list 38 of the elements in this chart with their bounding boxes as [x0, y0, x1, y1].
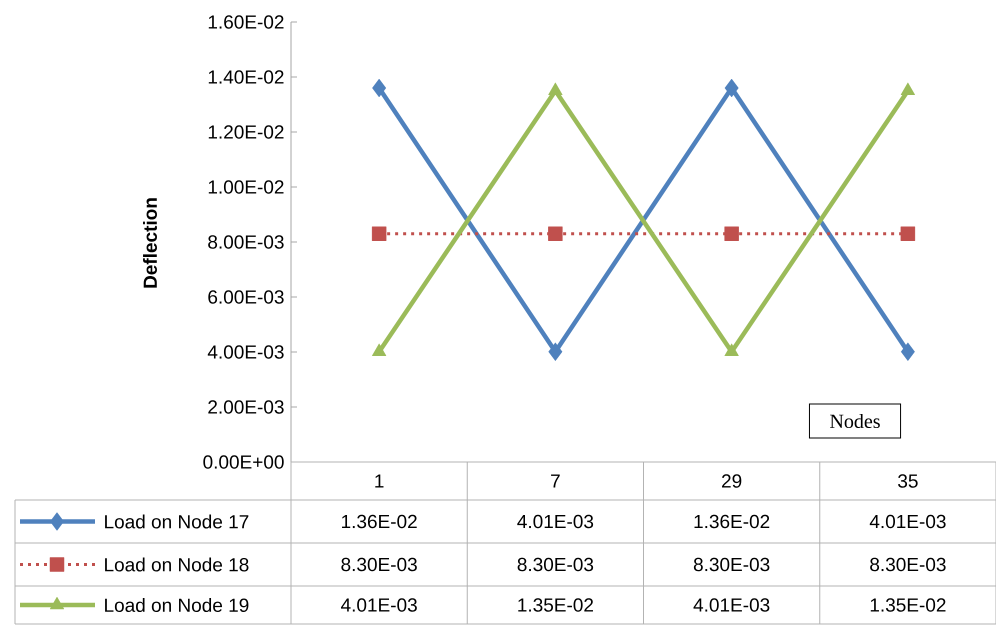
- y-tick-label: 8.00E-03: [208, 235, 284, 249]
- point: [372, 226, 386, 242]
- point: [548, 342, 562, 361]
- data-label: 1.36E-02: [342, 514, 417, 528]
- data-label: 1.36E-02: [694, 514, 770, 528]
- data-label: 8.30E-03: [518, 558, 594, 572]
- y-tick-label: 1.20E-02: [208, 125, 284, 139]
- y-tick-label: 0.00E+00: [203, 455, 284, 469]
- x-tick-label: 29: [722, 474, 742, 488]
- point: [372, 78, 386, 98]
- point: [548, 226, 563, 242]
- data-label: 8.30E-03: [341, 558, 417, 572]
- point: [724, 78, 739, 98]
- data-label: 4.01E-03: [870, 514, 946, 528]
- data-label: 1.35E-02: [518, 598, 593, 612]
- y-tick-label: 2.00E-03: [208, 400, 284, 414]
- point: [900, 342, 915, 361]
- x-tick-label: 35: [898, 474, 918, 488]
- data-label: 1.35E-02: [870, 598, 946, 612]
- data-label: 4.01E-03: [341, 598, 417, 612]
- y-tick-label: 1.40E-02: [208, 70, 284, 84]
- legend-label: Load on Node 18: [105, 558, 248, 572]
- data-label: 8.30E-03: [870, 558, 946, 572]
- legend-label: Load on Node 19: [105, 598, 248, 612]
- point: [724, 226, 739, 242]
- data-label: 4.01E-03: [694, 598, 770, 612]
- y-tick-label: 1.00E-02: [208, 180, 284, 194]
- legend-label: Load on Node 17: [105, 514, 248, 528]
- y-axis-title: Deflection: [143, 198, 157, 288]
- y-tick-label: 1.60E-02: [208, 15, 284, 29]
- data-label: 8.30E-03: [694, 558, 770, 572]
- data-label: 4.01E-03: [517, 514, 594, 528]
- y-tick-label: 4.00E-03: [208, 345, 284, 359]
- x-tick-label: 1: [375, 474, 384, 488]
- y-tick-label: 6.00E-03: [208, 290, 284, 304]
- x-tick-label: 7: [551, 474, 560, 488]
- point: [900, 226, 916, 242]
- x-axis-title: Nodes: [830, 414, 880, 428]
